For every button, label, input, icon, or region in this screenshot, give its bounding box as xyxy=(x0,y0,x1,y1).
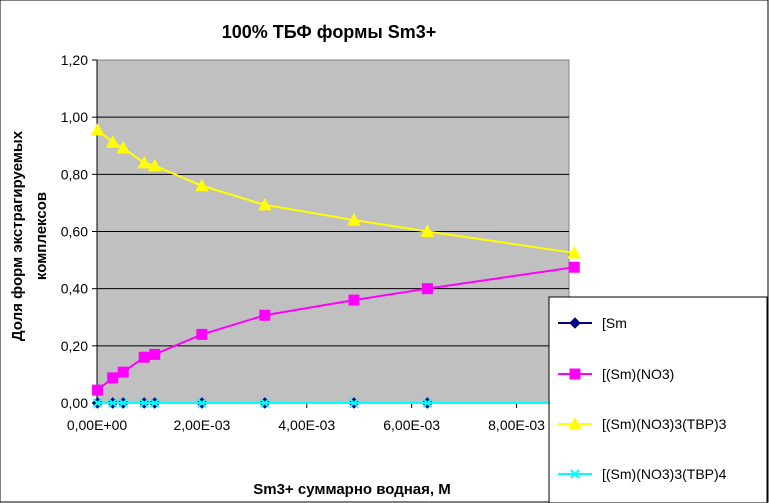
legend-label: [(Sm)(NO3)3(TBP)4 xyxy=(602,466,727,482)
y-tick-label: 1,20 xyxy=(61,52,88,68)
chart-title: 100% ТБФ формы Sm3+ xyxy=(222,22,437,42)
y-tick-label: 0,20 xyxy=(61,338,88,354)
series-3 xyxy=(90,122,582,259)
legend-label: [(Sm)(NO3)3(TBP)3 xyxy=(602,416,727,432)
data-point xyxy=(105,135,120,148)
legend-swatch-marker xyxy=(569,368,581,380)
legend: [Sm [(Sm)(NO3) [(Sm)(NO3)3(TBP)3 [(Sm)(NO3)… xyxy=(548,296,768,503)
legend-swatch-marker xyxy=(570,469,580,479)
y-tick-label: 0,60 xyxy=(61,224,88,240)
x-tick-label: 4,00E-03 xyxy=(278,417,335,433)
data-point xyxy=(116,140,131,154)
x-tick-label: 8,00E-03 xyxy=(488,417,545,433)
data-point xyxy=(147,158,162,172)
legend-box xyxy=(548,296,768,503)
x-tick-label: 2,00E-03 xyxy=(173,417,230,433)
data-point xyxy=(149,348,161,360)
legend-label: [Sm xyxy=(602,315,627,331)
data-point xyxy=(195,178,209,192)
y-axis-label: Доля форм экстрагируемых комплексов xyxy=(9,130,50,341)
data-point xyxy=(138,351,150,363)
x-tick-label: 0,00E+00 xyxy=(67,417,128,433)
data-point xyxy=(257,197,272,211)
data-point xyxy=(107,372,119,384)
data-point xyxy=(349,398,359,408)
data-point xyxy=(149,398,160,408)
legend-item: [(Sm)(NO3) xyxy=(558,366,674,382)
y-tick-label: 1,00 xyxy=(61,109,88,125)
data-point xyxy=(420,224,435,237)
legend-swatch-marker xyxy=(568,416,582,430)
data-point xyxy=(92,398,103,408)
data-point xyxy=(568,261,580,273)
data-point xyxy=(196,328,208,340)
y-axis-label-line-2: комплексов xyxy=(33,192,50,280)
data-point xyxy=(137,155,152,169)
y-axis-ticks: 0,00 0,20 0,40 0,60 0,80 1,00 1,20 xyxy=(61,52,98,411)
legend-item: [Sm xyxy=(558,315,627,331)
series-2 xyxy=(92,261,580,396)
legend-item: [(Sm)(NO3)3(TBP)4 xyxy=(558,466,727,482)
legend-item: [(Sm)(NO3)3(TBP)3 xyxy=(558,416,727,432)
y-tick-label: 0,00 xyxy=(61,395,88,411)
y-tick-label: 0,40 xyxy=(61,281,88,297)
data-point xyxy=(260,398,270,408)
data-point xyxy=(348,294,360,306)
x-axis-label: Sm3+ суммарно водная, М xyxy=(253,481,450,498)
legend-swatch-marker xyxy=(569,317,581,329)
data-point xyxy=(90,122,105,136)
data-point xyxy=(117,366,129,378)
data-point xyxy=(92,384,104,396)
data-point xyxy=(259,309,271,321)
x-tick-label: 6,00E-03 xyxy=(383,417,440,433)
data-point xyxy=(421,283,433,295)
y-tick-label: 0,80 xyxy=(61,166,88,182)
data-point xyxy=(118,398,128,408)
data-point xyxy=(422,398,433,408)
data-point xyxy=(347,213,361,226)
data-point xyxy=(139,398,149,408)
series-4 xyxy=(92,398,579,408)
y-axis-label-line-1: Доля форм экстрагируемых xyxy=(9,130,26,341)
data-point xyxy=(197,398,207,408)
data-point xyxy=(567,245,582,259)
data-point xyxy=(108,398,118,408)
legend-label: [(Sm)(NO3) xyxy=(602,366,674,382)
